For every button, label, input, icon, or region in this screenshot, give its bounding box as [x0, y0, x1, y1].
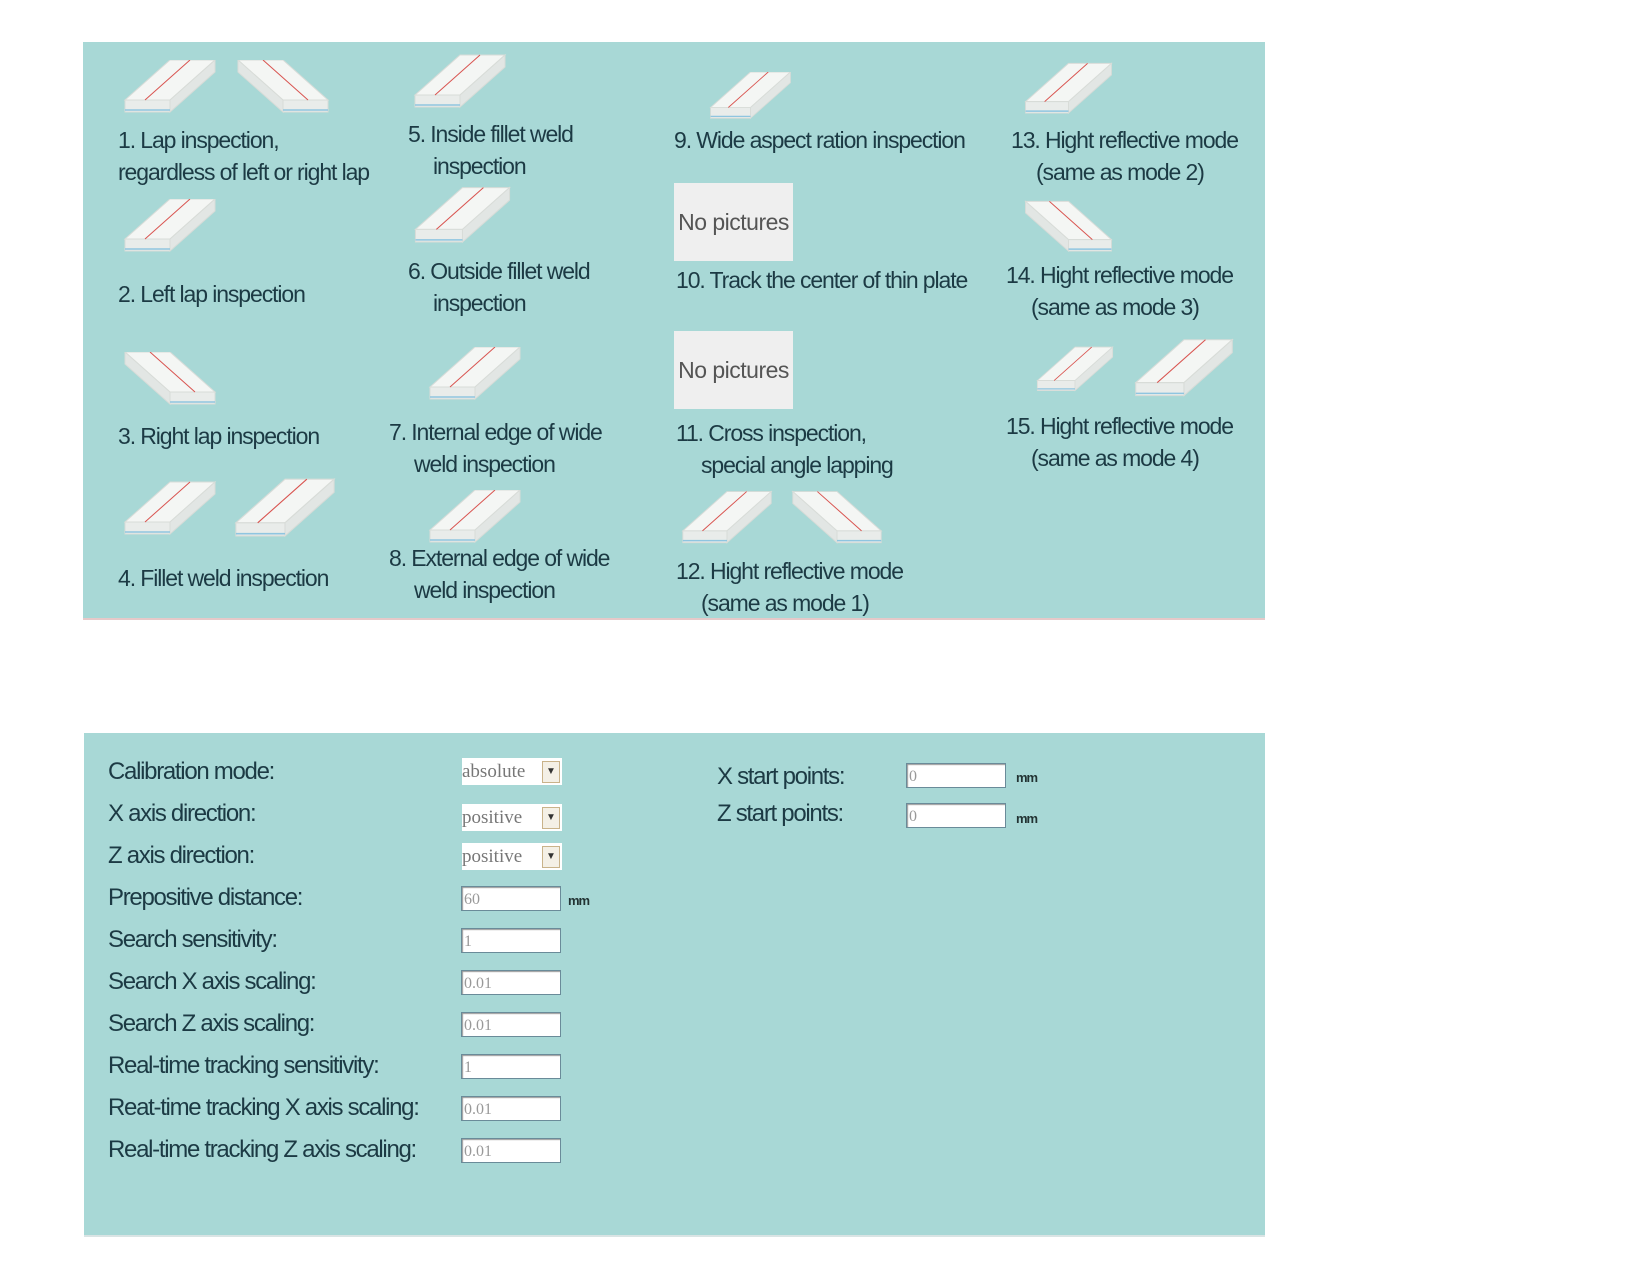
- x-axis-direction-select[interactable]: positive ▼: [462, 804, 562, 831]
- z-start-points-input[interactable]: 0: [906, 803, 1006, 828]
- realtime-tracking-x-axis-scaling-input[interactable]: 0.01: [461, 1096, 561, 1121]
- search-x-axis-scaling-input[interactable]: 0.01: [461, 970, 561, 995]
- mode-10-label: 10. Track the center of thin plate: [676, 267, 968, 293]
- mode-15-label: 15. Hight reflective mode (same as mode 4…: [1006, 413, 1234, 471]
- mode-3-image: [124, 352, 216, 405]
- z-axis-direction-select[interactable]: positive ▼: [462, 843, 562, 870]
- chevron-down-icon[interactable]: ▼: [542, 761, 560, 783]
- mode-10-no-picture: No pictures: [674, 183, 793, 261]
- mode-9-image: [709, 72, 792, 119]
- prepositive-distance-label: Prepositive distance:: [108, 884, 303, 911]
- calibration-settings-panel: Calibration mode: absolute ▼ X axis direc…: [84, 733, 1265, 1237]
- chevron-down-icon[interactable]: ▼: [542, 846, 560, 868]
- prepositive-distance-input[interactable]: 60: [461, 886, 561, 911]
- mode-9-label: 9. Wide aspect ration inspection: [674, 127, 966, 153]
- mode-4-label: 4. Fillet weld inspection: [118, 565, 329, 591]
- search-x-axis-scaling-label: Search X axis scaling:: [108, 968, 317, 995]
- x-axis-direction-label: X axis direction:: [108, 800, 257, 827]
- mode-6-label: 6. Outside fillet weld inspection: [408, 258, 591, 316]
- x-start-points-input[interactable]: 0: [906, 763, 1006, 788]
- mode-1-label: 1. Lap inspection, regardless of left or …: [118, 127, 370, 185]
- realtime-tracking-z-axis-scaling-input[interactable]: 0.01: [461, 1138, 561, 1163]
- mode-12-right-image: [792, 490, 882, 544]
- mode-12-label: 12. Hight reflective mode (same as mode 1…: [676, 558, 904, 616]
- calibration-mode-label: Calibration mode:: [108, 758, 275, 785]
- mode-2-label: 2. Left lap inspection: [118, 281, 306, 307]
- mode-5-image: [414, 54, 506, 108]
- search-z-axis-scaling-label: Search Z axis scaling:: [108, 1010, 315, 1037]
- mode-7-label: 7. Internal edge of wide weld inspection: [389, 419, 603, 477]
- mode-2-image: [124, 199, 216, 252]
- mode-15-right-image: [1134, 338, 1234, 397]
- mode-4-left-image: [124, 481, 216, 535]
- mode-6-image: [414, 186, 511, 243]
- search-z-axis-scaling-input[interactable]: 0.01: [461, 1012, 561, 1037]
- mode-13-image: [1024, 62, 1113, 114]
- chevron-down-icon[interactable]: ▼: [542, 807, 560, 829]
- realtime-tracking-z-axis-scaling-label: Real-time tracking Z axis scaling:: [108, 1136, 417, 1163]
- mode-13-label: 13. Hight reflective mode (same as mode 2…: [1011, 127, 1239, 185]
- mode-15-left-image: [1036, 346, 1114, 392]
- calibration-mode-select[interactable]: absolute ▼: [462, 758, 562, 785]
- inspection-modes-panel: No pictures No pictures 1. Lap inspectio…: [83, 42, 1265, 620]
- realtime-tracking-sensitivity-input[interactable]: 1: [461, 1054, 561, 1079]
- x-start-points-unit: mm: [1016, 770, 1038, 785]
- z-axis-direction-label: Z axis direction:: [108, 842, 255, 869]
- mode-12-left-image: [682, 490, 772, 544]
- mode-11-label: 11. Cross inspection, special angle lappi…: [676, 420, 894, 478]
- mode-5-label: 5. Inside fillet weld inspection: [408, 121, 574, 179]
- mode-1-left-image: [124, 60, 216, 113]
- mode-3-label: 3. Right lap inspection: [118, 423, 320, 449]
- search-sensitivity-input[interactable]: 1: [461, 928, 561, 953]
- mode-1-right-image: [237, 60, 329, 113]
- z-start-points-unit: mm: [1016, 811, 1038, 826]
- mode-7-image: [429, 347, 521, 400]
- mode-11-no-picture: No pictures: [674, 331, 793, 409]
- mode-8-label: 8. External edge of wide weld inspection: [389, 545, 610, 603]
- x-start-points-label: X start points:: [717, 763, 846, 790]
- prepositive-distance-unit: mm: [568, 893, 590, 908]
- mode-14-label: 14. Hight reflective mode (same as mode 3…: [1006, 262, 1234, 320]
- mode-4-right-image: [235, 478, 335, 537]
- z-start-points-label: Z start points:: [717, 800, 844, 827]
- realtime-tracking-sensitivity-label: Real-time tracking sensitivity:: [108, 1052, 380, 1079]
- realtime-tracking-x-axis-scaling-label: Reat-time tracking X axis scaling:: [108, 1094, 420, 1121]
- mode-14-image: [1024, 200, 1113, 252]
- search-sensitivity-label: Search sensitivity:: [108, 926, 278, 953]
